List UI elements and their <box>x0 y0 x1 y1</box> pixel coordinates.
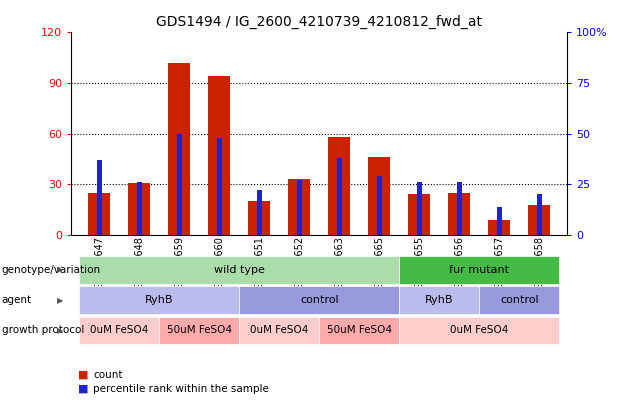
Bar <box>216 138 222 235</box>
Bar <box>329 137 350 235</box>
Text: percentile rank within the sample: percentile rank within the sample <box>93 384 269 394</box>
Text: ■: ■ <box>78 384 88 394</box>
Bar <box>97 160 102 235</box>
Bar <box>448 193 471 235</box>
Bar <box>417 182 422 235</box>
Text: 0uM FeSO4: 0uM FeSO4 <box>250 326 309 335</box>
Bar <box>497 207 502 235</box>
Bar <box>368 157 391 235</box>
Text: agent: agent <box>2 295 32 305</box>
Bar <box>337 158 342 235</box>
Bar <box>136 182 142 235</box>
Bar <box>296 180 302 235</box>
Text: 50uM FeSO4: 50uM FeSO4 <box>167 326 232 335</box>
Text: genotype/variation: genotype/variation <box>2 265 101 275</box>
Text: ▶: ▶ <box>57 326 63 335</box>
Bar <box>536 194 542 235</box>
Bar <box>257 190 262 235</box>
Bar <box>88 193 110 235</box>
Text: ▶: ▶ <box>57 265 63 274</box>
Bar <box>376 176 382 235</box>
Text: fur mutant: fur mutant <box>450 265 509 275</box>
Bar <box>177 134 182 235</box>
Text: control: control <box>500 295 539 305</box>
Text: 0uM FeSO4: 0uM FeSO4 <box>450 326 508 335</box>
Bar <box>489 220 510 235</box>
Bar <box>409 194 430 235</box>
Text: count: count <box>93 370 123 379</box>
Text: growth protocol: growth protocol <box>2 326 84 335</box>
Text: 0uM FeSO4: 0uM FeSO4 <box>90 326 148 335</box>
Bar <box>208 76 230 235</box>
Title: GDS1494 / IG_2600_4210739_4210812_fwd_at: GDS1494 / IG_2600_4210739_4210812_fwd_at <box>156 15 482 29</box>
Text: RyhB: RyhB <box>145 295 174 305</box>
Bar <box>128 183 150 235</box>
Text: ■: ■ <box>78 370 88 379</box>
Text: wild type: wild type <box>214 265 265 275</box>
Text: control: control <box>300 295 339 305</box>
Bar <box>248 201 270 235</box>
Text: RyhB: RyhB <box>425 295 454 305</box>
Text: ▶: ▶ <box>57 296 63 305</box>
Bar <box>288 179 310 235</box>
Bar <box>456 182 462 235</box>
Text: 50uM FeSO4: 50uM FeSO4 <box>327 326 392 335</box>
Bar <box>168 63 190 235</box>
Bar <box>528 205 551 235</box>
